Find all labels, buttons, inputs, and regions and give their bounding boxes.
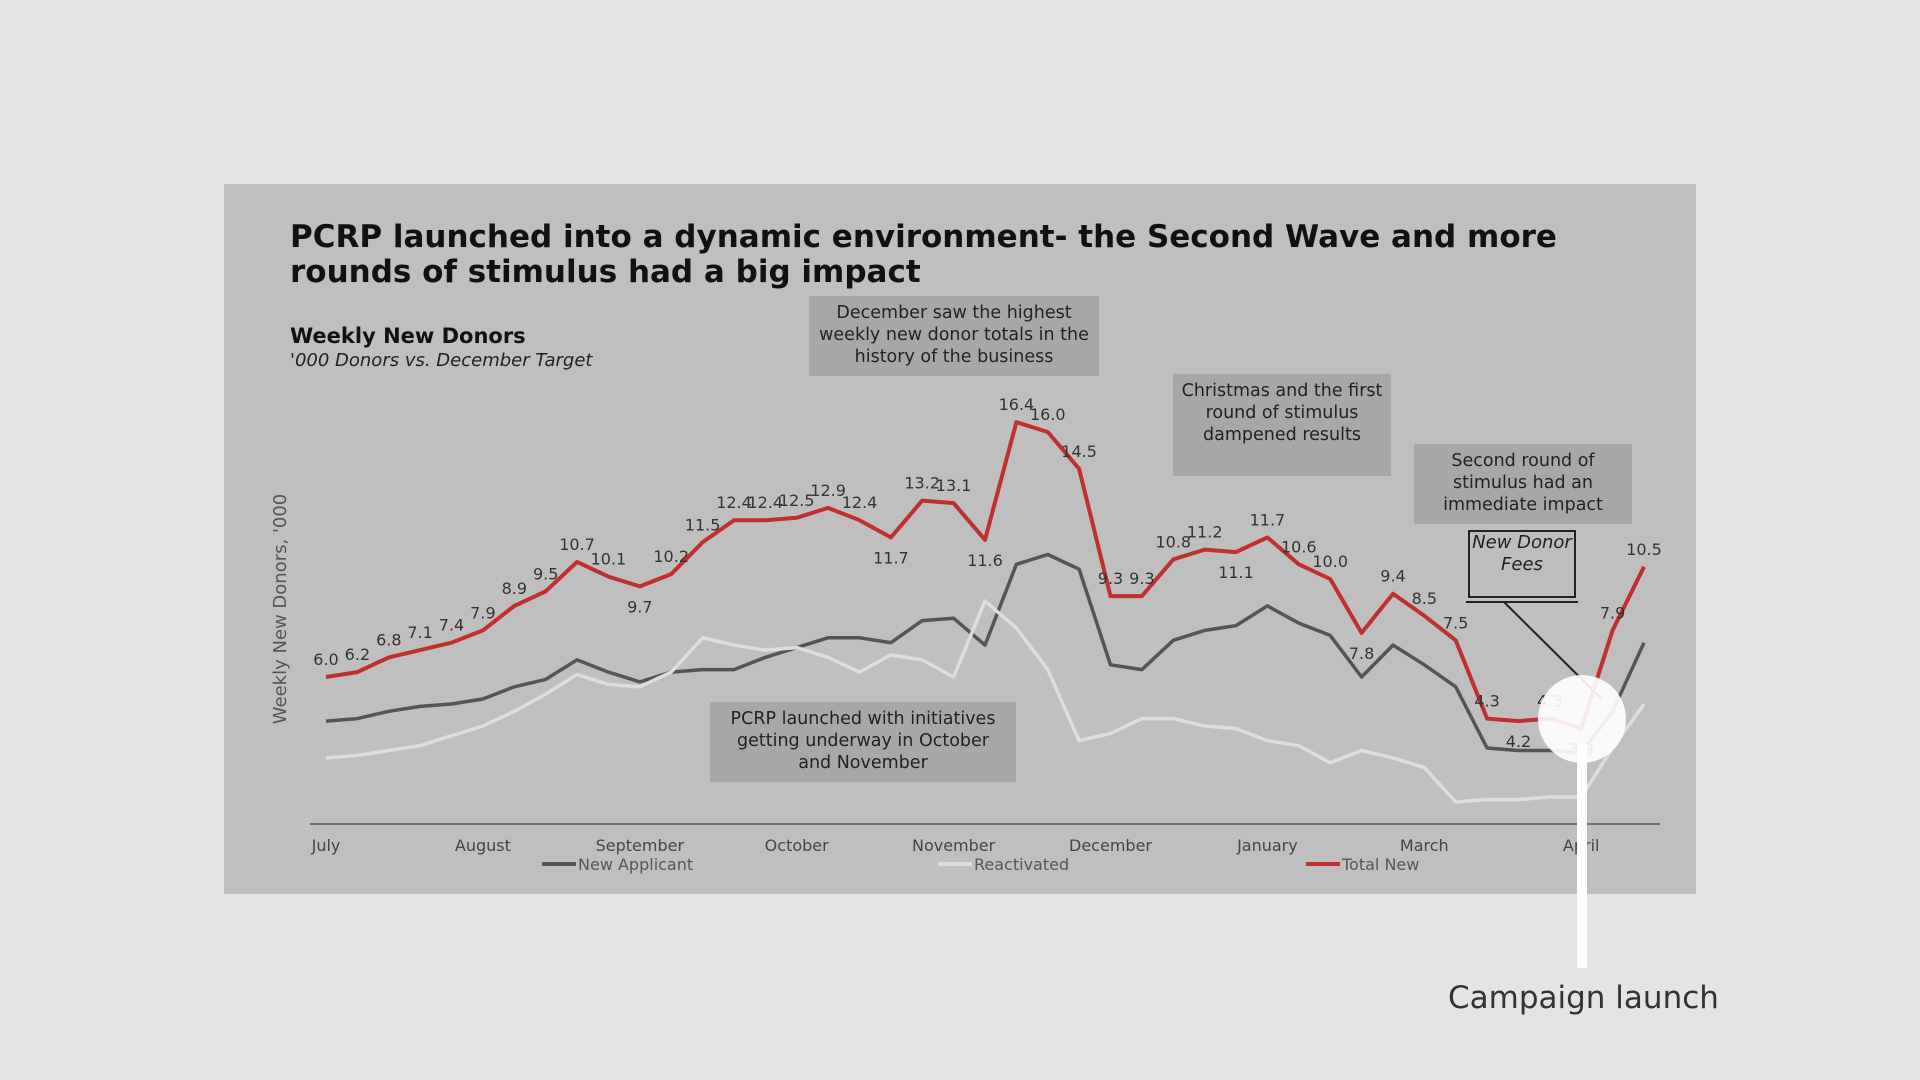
data-label: 8.5 bbox=[1412, 589, 1437, 608]
data-label: 4.3 bbox=[1474, 692, 1499, 711]
data-label: 7.9 bbox=[470, 603, 495, 622]
x-tick-label: September bbox=[596, 836, 685, 855]
x-tick-label: January bbox=[1236, 836, 1298, 855]
annotation-pcrp-launched: PCRP launched with initiatives getting u… bbox=[710, 702, 1016, 782]
data-label: 7.4 bbox=[439, 616, 464, 635]
data-label: 10.1 bbox=[591, 550, 627, 569]
data-label: 11.5 bbox=[685, 515, 721, 534]
data-label: 9.4 bbox=[1380, 567, 1405, 586]
data-label: 12.4 bbox=[747, 493, 783, 512]
x-tick-labels: July August September October November Decemb… bbox=[311, 836, 1600, 855]
data-label: 10.8 bbox=[1155, 532, 1191, 551]
annotation-christmas: Christmas and the first round of stimulu… bbox=[1173, 374, 1391, 476]
chart-title: PCRP launched into a dynamic environment… bbox=[290, 219, 1557, 290]
data-label: 10.2 bbox=[653, 547, 689, 566]
data-label: 7.9 bbox=[1600, 603, 1625, 622]
data-label: 7.8 bbox=[1349, 644, 1374, 663]
data-label: 9.3 bbox=[1098, 569, 1123, 588]
data-label: 11.6 bbox=[967, 551, 1003, 570]
annotation-new-donor-fees: New Donor Fees bbox=[1466, 530, 1578, 603]
legend-label-total-new: Total New bbox=[1341, 855, 1419, 874]
data-labels: 6.0 6.2 6.8 7.1 7.4 7.9 8.9 9.510.710.1 9.7 10.2 1… bbox=[313, 395, 1662, 758]
data-label: 12.4 bbox=[842, 493, 878, 512]
x-tick-label: November bbox=[912, 836, 996, 855]
data-label: 16.4 bbox=[999, 395, 1035, 414]
y-axis-label: Weekly New Donors, '000 bbox=[270, 494, 291, 725]
data-label: 8.9 bbox=[502, 579, 527, 598]
data-label: 11.2 bbox=[1187, 523, 1223, 542]
data-label: 16.0 bbox=[1030, 405, 1066, 424]
data-label: 11.7 bbox=[873, 548, 909, 567]
x-tick-label: March bbox=[1400, 836, 1449, 855]
data-label: 10.5 bbox=[1626, 540, 1662, 559]
data-label: 12.9 bbox=[810, 481, 846, 500]
data-label: 13.1 bbox=[936, 476, 972, 495]
data-label: 6.0 bbox=[313, 650, 338, 669]
series-line-total-new bbox=[325, 420, 1646, 731]
x-tick-label: December bbox=[1069, 836, 1152, 855]
data-label: 10.0 bbox=[1312, 552, 1348, 571]
series-line-new-applicant bbox=[325, 552, 1646, 755]
data-label: 10.7 bbox=[559, 535, 595, 554]
campaign-launch-label: Campaign launch bbox=[1448, 980, 1719, 1016]
legend: New Applicant Reactivated Total New bbox=[542, 855, 1419, 874]
data-label: 6.2 bbox=[345, 645, 370, 664]
x-tick-label: July bbox=[311, 836, 341, 855]
data-label: 9.3 bbox=[1129, 569, 1154, 588]
data-label: 7.5 bbox=[1443, 613, 1468, 632]
campaign-launch-pointer bbox=[1577, 744, 1587, 968]
chart-subtitle-units: '000 Donors vs. December Target bbox=[290, 350, 593, 371]
annotation-second-round: Second round of stimulus had an immediat… bbox=[1414, 444, 1632, 524]
data-label: 11.1 bbox=[1218, 563, 1254, 582]
data-label: 4.2 bbox=[1506, 732, 1531, 751]
data-label: 14.5 bbox=[1061, 442, 1097, 461]
data-label: 13.2 bbox=[904, 474, 940, 493]
legend-label-reactivated: Reactivated bbox=[974, 855, 1069, 874]
data-label: 11.7 bbox=[1250, 510, 1286, 529]
chart-plot: Weekly New Donors, '000 6.0 6.2 6.8 7.1 7.4 7… bbox=[270, 395, 1662, 874]
legend-label-new-applicant: New Applicant bbox=[578, 855, 693, 874]
data-label: 12.5 bbox=[779, 491, 815, 510]
data-label: 10.6 bbox=[1281, 537, 1317, 556]
x-tick-label: August bbox=[455, 836, 511, 855]
x-tick-label: October bbox=[765, 836, 829, 855]
data-label: 7.1 bbox=[407, 623, 432, 642]
data-label: 6.8 bbox=[376, 630, 401, 649]
data-label: 9.7 bbox=[627, 597, 652, 616]
chart-subtitle: Weekly New Donors bbox=[290, 324, 526, 348]
chart-card: Weekly New Donors, '000 6.0 6.2 6.8 7.1 7.4 7… bbox=[224, 184, 1696, 894]
campaign-launch-highlight bbox=[1538, 675, 1626, 763]
annotation-december-high: December saw the highest weekly new dono… bbox=[809, 296, 1099, 376]
data-label: 12.4 bbox=[716, 493, 752, 512]
data-label: 9.5 bbox=[533, 564, 558, 583]
series-layer bbox=[325, 420, 1646, 804]
series-line-reactivated bbox=[325, 599, 1646, 804]
